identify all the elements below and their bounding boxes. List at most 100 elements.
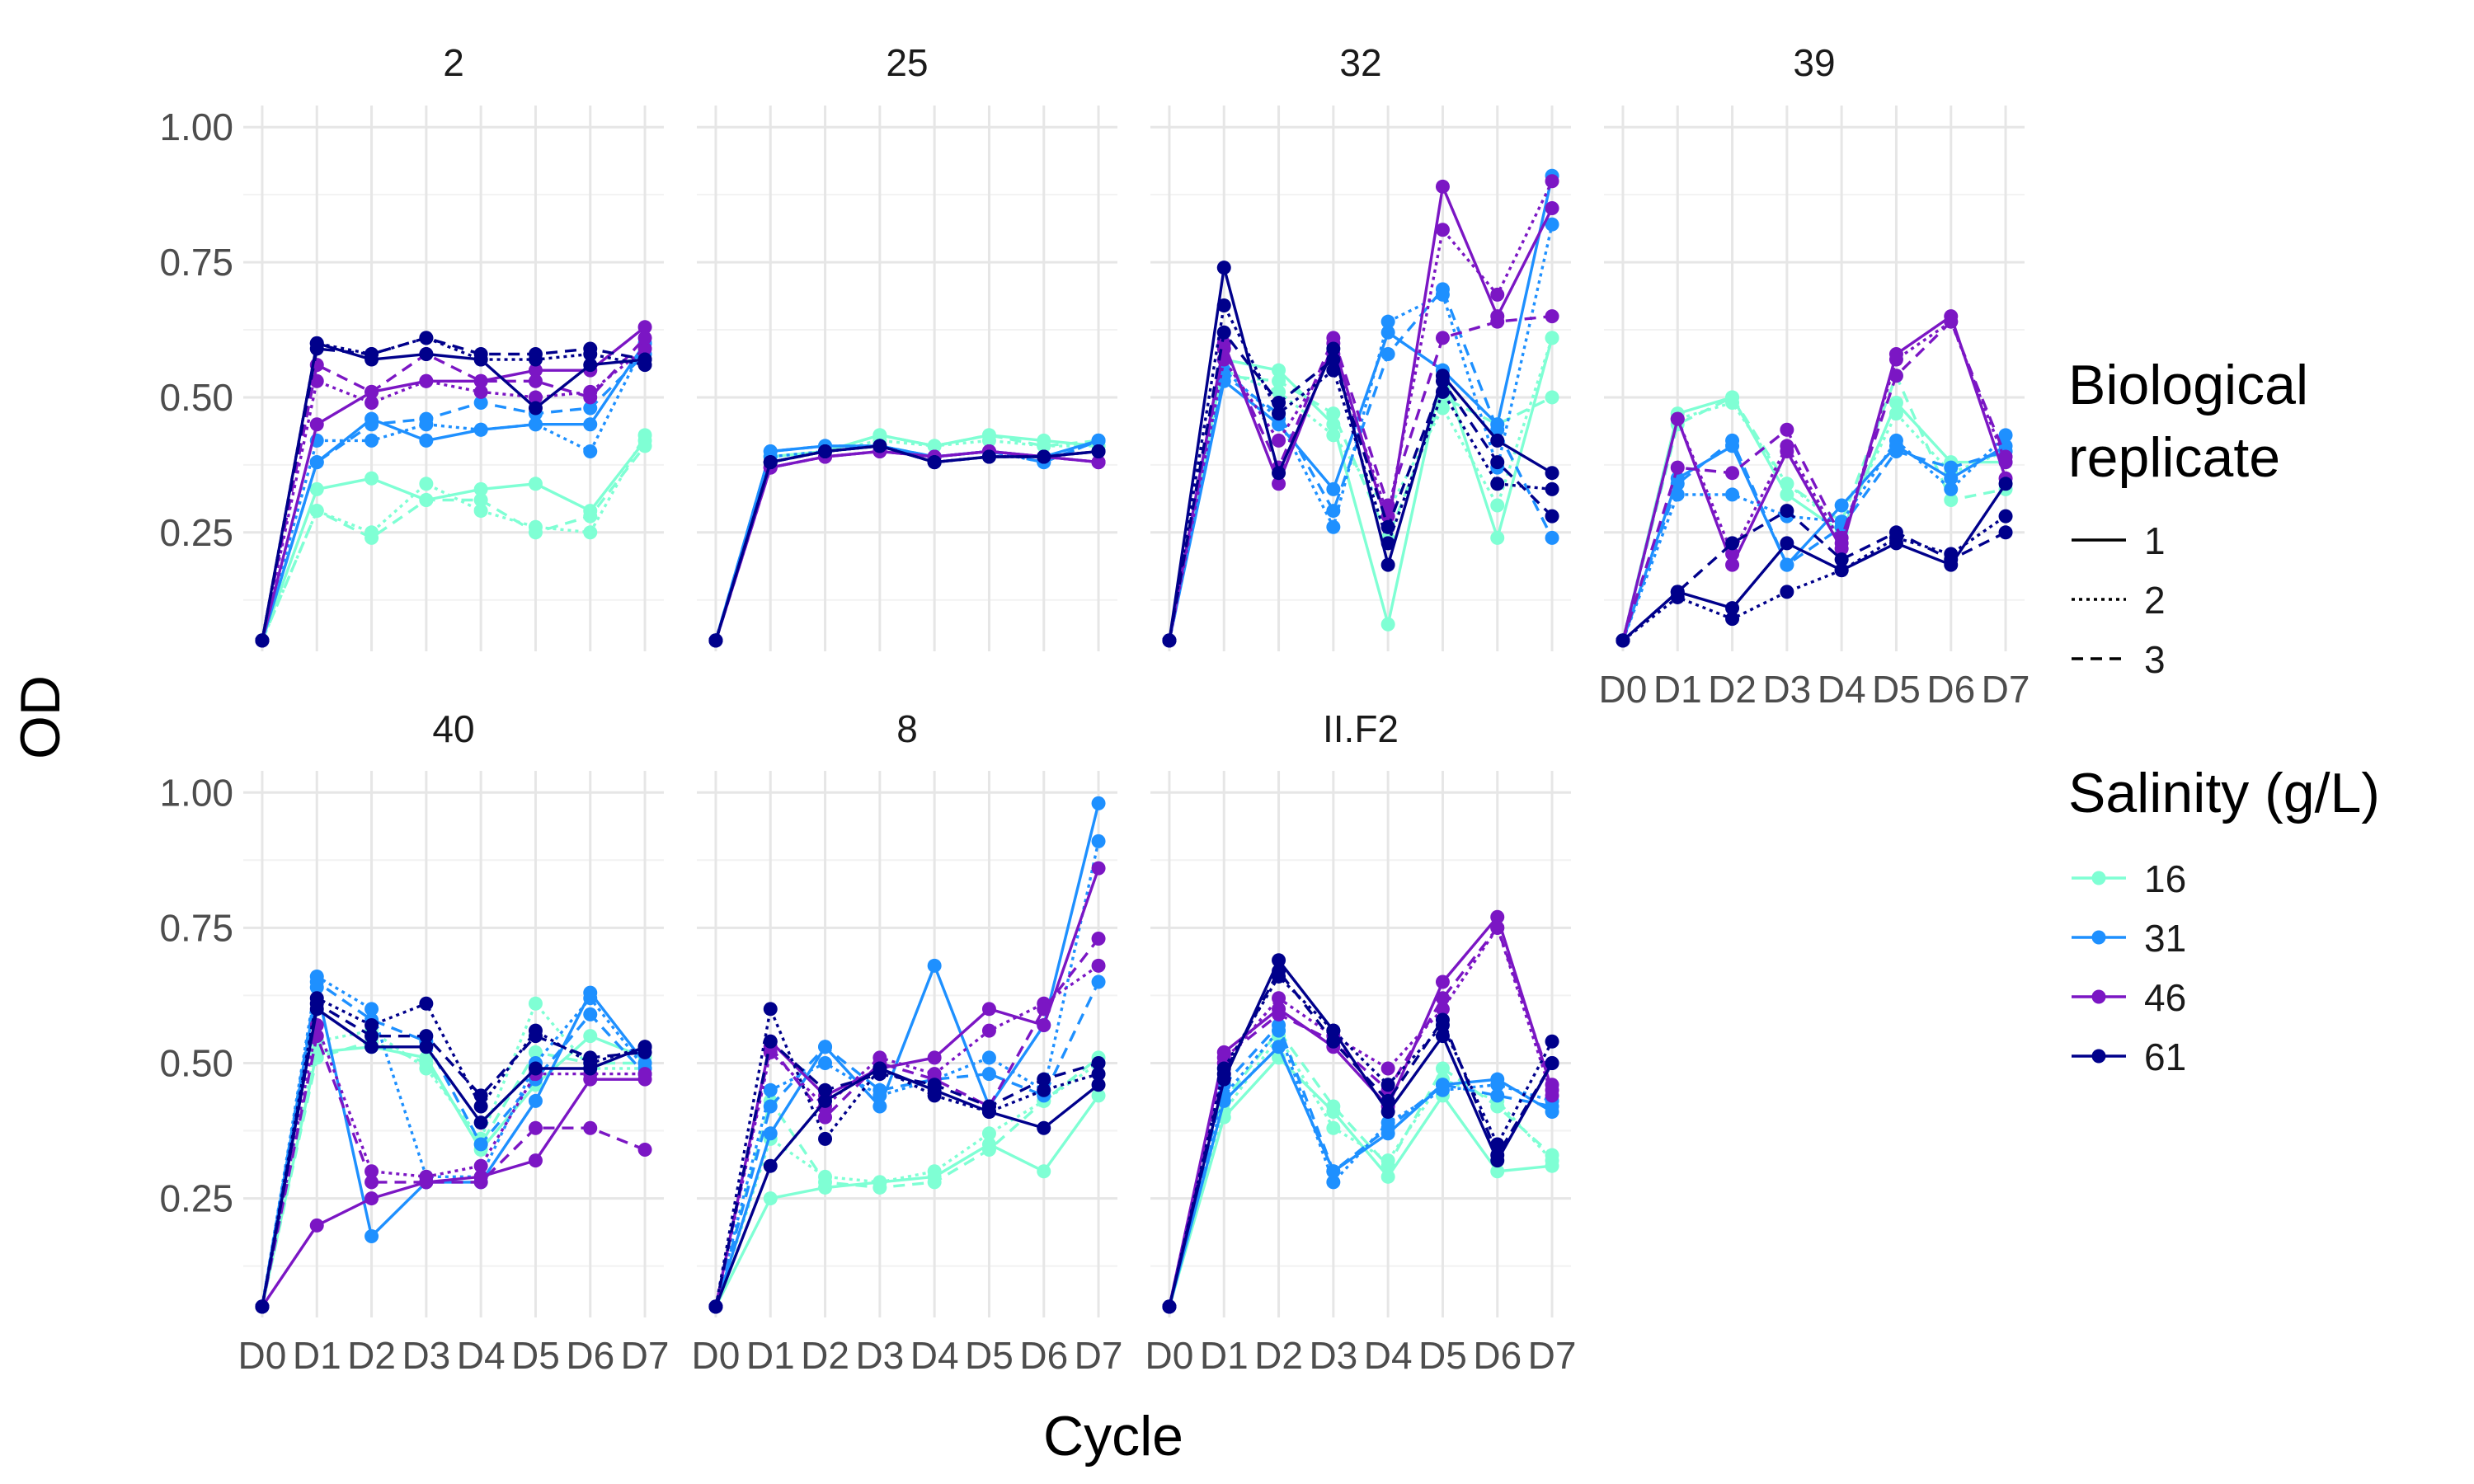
data-point bbox=[1091, 958, 1106, 973]
series-61-rep-3 bbox=[1162, 325, 1559, 648]
data-point bbox=[1380, 347, 1395, 362]
data-point bbox=[1326, 406, 1341, 421]
data-point bbox=[1780, 585, 1794, 599]
data-point bbox=[818, 444, 833, 458]
x-tick-label: D3 bbox=[855, 1334, 904, 1377]
data-point bbox=[419, 1175, 434, 1190]
data-point bbox=[981, 428, 996, 443]
data-point bbox=[528, 477, 543, 491]
data-point bbox=[1380, 617, 1395, 632]
data-point bbox=[818, 1093, 833, 1108]
legend-salinity-label: 31 bbox=[2144, 917, 2186, 960]
data-point bbox=[1998, 477, 2013, 491]
series-line bbox=[1621, 444, 2006, 641]
series-46-rep-3 bbox=[708, 444, 1106, 648]
series-line bbox=[1168, 331, 1554, 641]
data-point bbox=[583, 341, 598, 356]
data-point bbox=[583, 358, 598, 373]
legend-salinity-items: 16 31 46 61 bbox=[2072, 857, 2186, 1078]
data-point bbox=[309, 455, 324, 470]
legend-salinity-item: 61 bbox=[2072, 1036, 2186, 1078]
data-point bbox=[528, 1045, 543, 1059]
x-axis-title: Cycle bbox=[1043, 1405, 1183, 1468]
data-point bbox=[1380, 325, 1395, 340]
data-point bbox=[473, 1158, 488, 1173]
data-point bbox=[1725, 487, 1740, 502]
data-point bbox=[1725, 547, 1740, 561]
data-point bbox=[473, 1175, 488, 1190]
data-point bbox=[1780, 477, 1794, 491]
data-point bbox=[419, 1040, 434, 1054]
series-line bbox=[261, 353, 647, 641]
facet-title: 39 bbox=[1793, 41, 1835, 84]
data-point bbox=[818, 1082, 833, 1097]
data-point bbox=[872, 428, 887, 443]
series-line bbox=[714, 439, 1099, 641]
data-point bbox=[1272, 991, 1286, 1006]
data-point bbox=[637, 428, 652, 443]
data-point bbox=[1272, 953, 1286, 968]
series-line bbox=[714, 1094, 1100, 1308]
data-point bbox=[981, 1099, 996, 1114]
data-point bbox=[872, 1067, 887, 1082]
data-point bbox=[1490, 909, 1505, 924]
data-point bbox=[1272, 466, 1286, 481]
series-line bbox=[261, 1034, 646, 1308]
data-point bbox=[365, 347, 379, 362]
data-point bbox=[1834, 498, 1849, 513]
data-point bbox=[1834, 563, 1849, 578]
series-line bbox=[1168, 265, 1553, 641]
series-61-rep-3 bbox=[1162, 964, 1559, 1314]
series-line bbox=[714, 449, 1099, 641]
data-point bbox=[1780, 504, 1794, 519]
data-point bbox=[473, 347, 488, 362]
series-line bbox=[714, 1062, 1100, 1308]
data-point bbox=[1888, 406, 1903, 421]
data-point bbox=[1545, 1055, 1559, 1070]
data-point bbox=[1435, 373, 1450, 388]
data-point bbox=[1888, 352, 1903, 367]
data-point bbox=[583, 1120, 598, 1135]
data-point bbox=[1725, 466, 1740, 481]
series-line bbox=[1621, 439, 2006, 641]
legend-replicate-title: Biological replicate bbox=[2068, 354, 2308, 489]
data-point bbox=[1091, 1078, 1106, 1092]
series-line bbox=[714, 1067, 1100, 1308]
data-point bbox=[1490, 455, 1505, 470]
series-line bbox=[1168, 1029, 1554, 1308]
data-point bbox=[1326, 1164, 1341, 1179]
x-tick-label: D2 bbox=[1254, 1334, 1303, 1377]
data-point bbox=[981, 1067, 996, 1082]
data-point bbox=[1490, 920, 1505, 935]
data-point bbox=[309, 504, 324, 519]
series-line bbox=[1621, 509, 2006, 642]
data-point bbox=[528, 417, 543, 432]
data-point bbox=[1888, 525, 1903, 540]
data-point bbox=[1380, 1158, 1395, 1173]
data-point bbox=[1998, 525, 2013, 540]
data-point bbox=[583, 1029, 598, 1044]
data-point bbox=[1780, 422, 1794, 437]
data-point bbox=[1670, 460, 1685, 475]
data-point bbox=[1326, 417, 1341, 432]
data-point bbox=[1380, 498, 1395, 513]
data-point bbox=[583, 444, 598, 458]
series-line bbox=[714, 444, 1099, 641]
data-point bbox=[1216, 1067, 1231, 1082]
data-point bbox=[1545, 530, 1559, 545]
x-tick-label: D2 bbox=[347, 1334, 396, 1377]
data-point bbox=[927, 1164, 942, 1179]
data-point bbox=[1545, 481, 1559, 496]
data-point bbox=[1326, 1120, 1341, 1135]
data-point bbox=[1725, 601, 1740, 616]
data-point bbox=[1380, 1078, 1395, 1092]
data-point bbox=[473, 422, 488, 437]
data-point bbox=[818, 1055, 833, 1070]
data-point bbox=[1545, 309, 1559, 324]
data-point bbox=[763, 1082, 778, 1097]
data-point bbox=[528, 996, 543, 1011]
x-tick-label: D4 bbox=[1818, 668, 1866, 711]
data-point bbox=[419, 477, 434, 491]
series-line bbox=[1621, 320, 2007, 641]
